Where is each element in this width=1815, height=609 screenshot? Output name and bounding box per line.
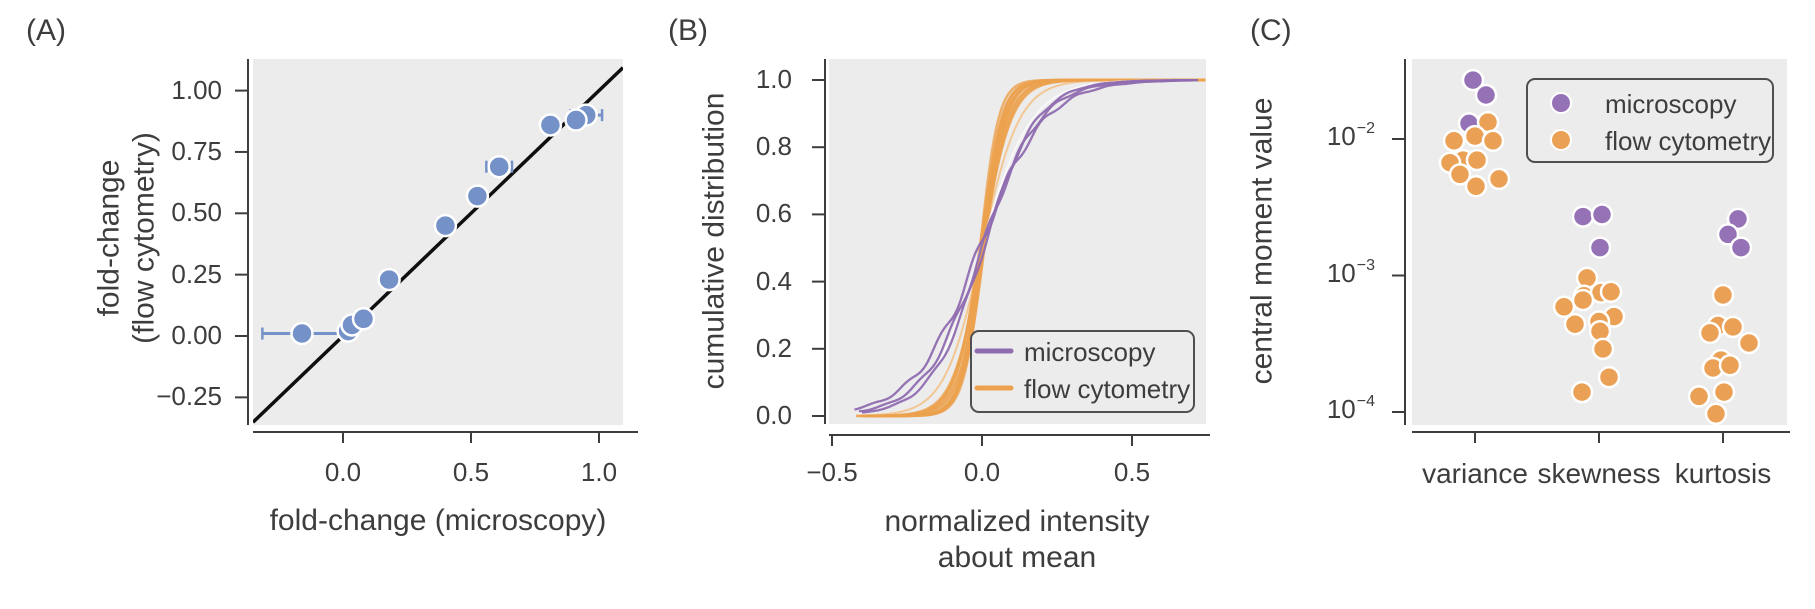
strip-point-flow-cytometry [1571, 288, 1595, 312]
legend-dot-flow-cytometry [1550, 129, 1572, 151]
panel-b-x-tick-0: −0.5 [806, 457, 858, 487]
panel-c-y-tick-1: 10−3 [1326, 257, 1375, 288]
panel-c-x-category-kurtosis: kurtosis [1674, 458, 1772, 489]
strip-point-flow-cytometry [1711, 283, 1735, 307]
panel-b-legend-label-microscopy: microscopy [1024, 337, 1156, 367]
strip-point-microscopy [1726, 207, 1750, 231]
panel-c-y-tick-2: 10−4 [1326, 393, 1375, 424]
strip-point-flow-cytometry [1721, 315, 1745, 339]
panel-c-strip-points [1438, 68, 1761, 426]
panel-b-y-tick-2: 0.6 [755, 198, 792, 228]
panel-b-label: (B) [668, 14, 708, 47]
panel-a-y-tick-4: 0.00 [171, 320, 222, 350]
panel-b-y-tick-4: 0.2 [755, 333, 792, 363]
panel-a-axes [247, 59, 638, 433]
panel-a-x-tick-0: 0.0 [324, 457, 362, 487]
cdf-curves-microscopy [854, 78, 1198, 414]
panel-b-y-tick-0: 1.0 [755, 64, 792, 94]
panel-c-label: (C) [1250, 14, 1292, 47]
panel-a-y-tick-0: 1.00 [171, 75, 222, 105]
strip-point-flow-cytometry [1487, 167, 1511, 191]
panel-b-y-tick-5: 0.0 [755, 400, 792, 430]
strip-point-flow-cytometry [1563, 312, 1587, 336]
panel-c-legend-label-flow-cytometry: flow cytometry [1605, 126, 1772, 156]
strip-point-flow-cytometry [1712, 380, 1736, 404]
scatter-point [290, 321, 314, 346]
panel-b-y-tick-3: 0.4 [755, 266, 792, 296]
panel-b-y-tick-1: 0.8 [755, 131, 792, 161]
strip-point-flow-cytometry [1597, 365, 1621, 389]
scatter-point [564, 108, 588, 132]
scatter-point [465, 184, 490, 208]
panel-b-x-axis-title-line1: normalized intensity [884, 505, 1150, 538]
panel-a-label: (A) [26, 14, 66, 47]
strip-point-flow-cytometry [1599, 280, 1623, 304]
strip-point-microscopy [1461, 68, 1485, 92]
panel-b-x-axis-title-line2: about mean [937, 541, 1097, 574]
panel-a-scatter-points [290, 103, 598, 346]
panel-b-x-tick-1: 0.0 [963, 457, 1001, 487]
panel-c-legend [1526, 78, 1774, 163]
strip-point-microscopy [1716, 223, 1740, 246]
legend-dot-microscopy [1550, 92, 1572, 114]
scatter-point [487, 154, 511, 179]
scatter-point [351, 307, 376, 331]
strip-point-microscopy [1729, 236, 1753, 259]
strip-point-microscopy [1588, 236, 1612, 259]
strip-point-microscopy [1571, 205, 1595, 228]
strip-point-flow-cytometry [1704, 402, 1728, 426]
strip-point-flow-cytometry [1718, 354, 1742, 377]
strip-point-flow-cytometry [1737, 331, 1761, 355]
panel-c-x-category-variance: variance [1422, 458, 1528, 489]
strip-point-flow-cytometry [1442, 129, 1466, 153]
scatter-point [433, 213, 458, 238]
panel-b-x-tick-2: 0.5 [1113, 457, 1151, 487]
strip-point-microscopy [1474, 83, 1498, 107]
strip-point-flow-cytometry [1570, 380, 1594, 404]
panel-b-axes [824, 59, 1210, 436]
panel-a-y-tick-1: 0.75 [171, 136, 222, 166]
scatter-point [538, 113, 563, 137]
panel-a-x-tick-1: 0.5 [452, 457, 490, 487]
panel-b-legend [970, 330, 1195, 413]
panel-c-legend-label-microscopy: microscopy [1605, 89, 1737, 119]
panel-a-y-tick-3: 0.25 [171, 259, 222, 289]
panel-a-x-tick-2: 1.0 [580, 457, 618, 487]
strip-point-flow-cytometry [1448, 163, 1472, 186]
panel-a-y-tick-2: 0.50 [171, 197, 222, 227]
scatter-point [377, 267, 401, 292]
panel-a-y-tick-5: −0.25 [156, 381, 222, 411]
strip-point-flow-cytometry [1465, 148, 1489, 172]
panel-c-y-tick-0: 10−2 [1326, 120, 1375, 151]
strip-point-flow-cytometry [1464, 175, 1488, 198]
panel-c-x-category-skewness: skewness [1537, 458, 1661, 489]
strip-point-flow-cytometry [1698, 321, 1722, 345]
strip-point-flow-cytometry [1481, 129, 1505, 153]
panel-b-x-axis-title: normalized intensity about mean [884, 504, 1149, 576]
strip-point-microscopy [1590, 203, 1614, 226]
strip-point-flow-cytometry [1591, 337, 1615, 361]
panel-a-x-axis-title: fold-change (microscopy) [269, 504, 607, 537]
panel-b-legend-label-flow-cytometry: flow cytometry [1024, 374, 1191, 404]
strip-point-flow-cytometry [1687, 385, 1711, 408]
